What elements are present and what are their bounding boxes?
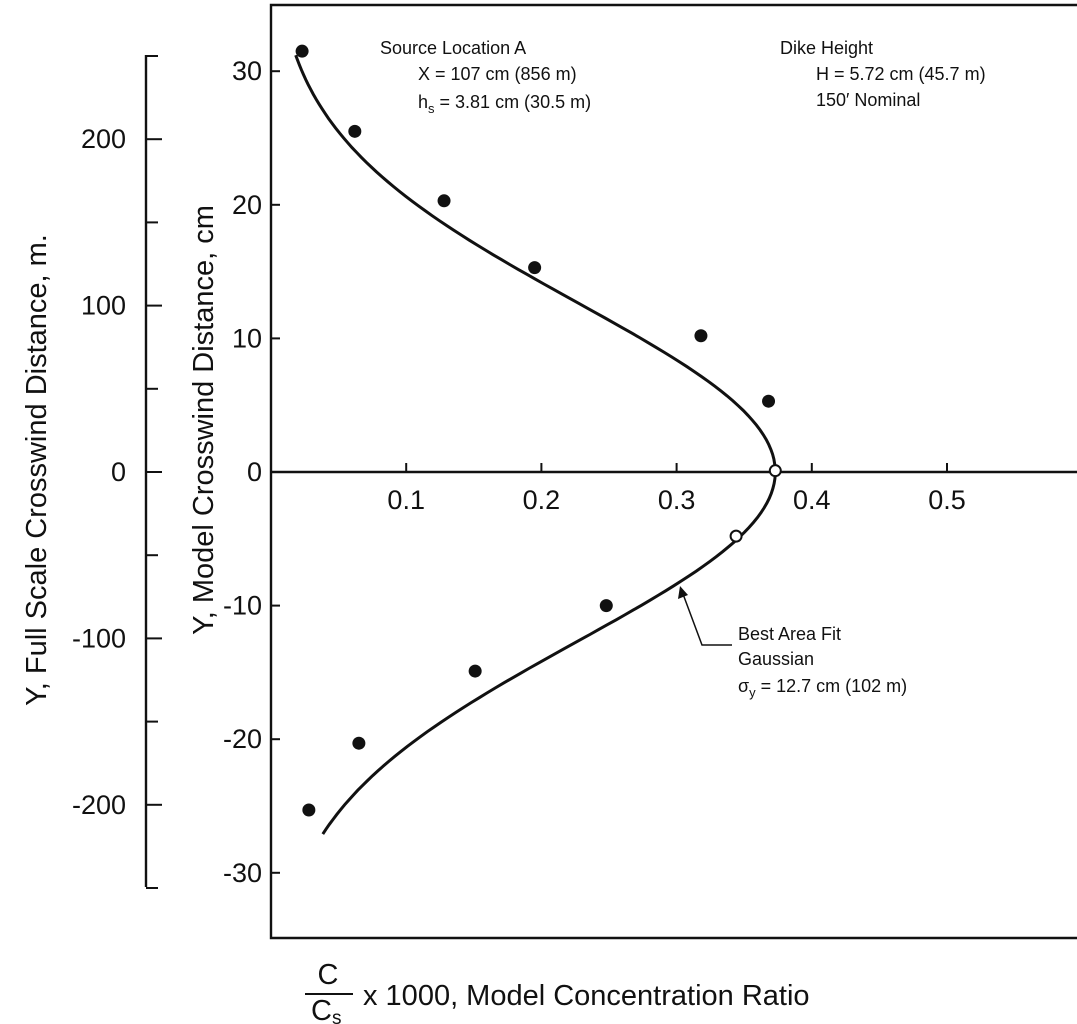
y-tick-label: 10 [232,323,262,353]
y2-tick-label: -100 [72,623,126,653]
y2-tick-label: 100 [81,291,126,321]
data-point [762,394,776,408]
data-point [694,329,708,343]
fit-label-leader-line [682,593,732,646]
x-axis-ticks: 0.1 0.2 0.3 0.4 0.5 [387,463,966,515]
gaussian-fit-curve [294,54,777,835]
x-axis-title-text: x 1000, Model Concentration Ratio [363,980,810,1012]
dike-height-line: H = 5.72 cm (45.7 m) [816,64,986,84]
y-axis-title: Y, Model Crosswind Distance, cm [188,205,220,635]
data-point [729,529,743,543]
data-point [437,194,451,208]
y2-tick-label: -200 [72,790,126,820]
y-tick-label: 20 [232,190,262,220]
y-tick-label: -20 [223,724,262,754]
x-axis-fraction-numerator: C [318,959,339,991]
x-tick-label: 0.2 [523,485,561,515]
data-point [302,803,316,817]
data-point [352,736,366,750]
x-tick-label: 0.4 [793,485,831,515]
x-tick-label: 0.3 [658,485,696,515]
source-title: Source Location A [380,38,526,58]
data-point [528,261,542,275]
y-tick-label: -30 [223,858,262,888]
fit-label-line1: Best Area Fit [738,624,841,644]
fit-label-sigma: σy = 12.7 cm (102 m) [738,676,907,700]
y-tick-label: 0 [247,457,262,487]
dike-nominal-line: 150′ Nominal [816,90,920,110]
data-point [768,464,782,478]
y2-tick-label: 200 [81,124,126,154]
data-point [295,44,309,58]
y-axis-ticks: 30 20 10 0 -10 -20 -30 [223,56,280,888]
x-axis-fraction-denominator: Cs [311,995,341,1024]
y2-axis-title: Y, Full Scale Crosswind Distance, m. [21,234,53,706]
fit-label-arrowhead [678,586,688,599]
x-tick-label: 0.1 [387,485,425,515]
fit-label-line2: Gaussian [738,649,814,669]
y-tick-label: 30 [232,56,262,86]
source-x-line: X = 107 cm (856 m) [418,64,577,84]
data-point [348,124,362,138]
data-point [599,599,613,613]
y-tick-label: -10 [223,591,262,621]
dike-title: Dike Height [780,38,873,58]
x-tick-label: 0.5 [928,485,966,515]
data-point [468,664,482,678]
y2-tick-label: 0 [111,457,126,487]
data-points [295,44,782,817]
source-hs-line: hs = 3.81 cm (30.5 m) [418,92,591,116]
full-scale-axis: 200 100 0 -100 -200 [72,55,162,889]
